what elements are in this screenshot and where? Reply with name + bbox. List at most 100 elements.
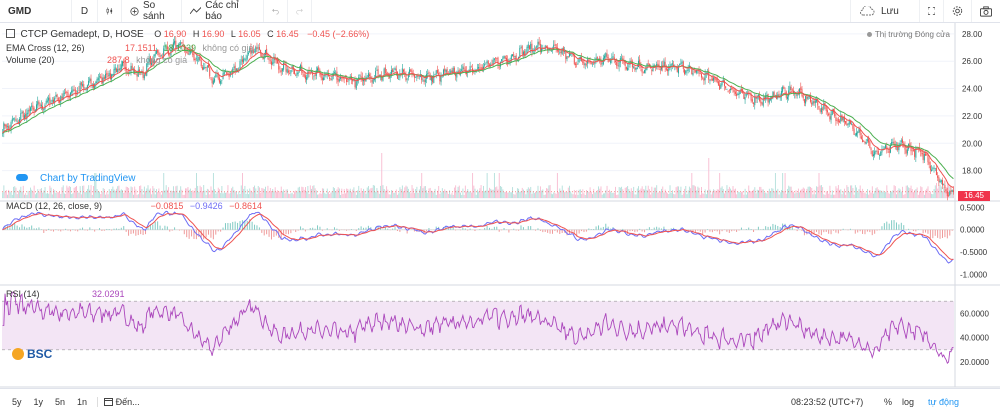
candle-body xyxy=(791,87,792,90)
volume-bar xyxy=(201,187,202,198)
candle-body xyxy=(952,190,953,192)
volume-bar xyxy=(691,173,692,198)
volume-bar xyxy=(816,186,817,198)
log-toggle[interactable]: log xyxy=(896,397,920,407)
symbol-search[interactable]: GMD xyxy=(0,0,72,22)
volume-bar xyxy=(336,189,337,198)
volume-bar xyxy=(206,195,207,198)
macd-histogram-bar xyxy=(906,230,907,231)
macd-histogram-bar xyxy=(184,230,185,234)
candle-body xyxy=(386,73,387,74)
volume-bar xyxy=(2,192,3,198)
macd-histogram-bar xyxy=(302,228,303,230)
volume-bar xyxy=(350,189,351,198)
candle-body xyxy=(831,114,832,120)
macd-histogram-bar xyxy=(14,223,15,229)
chart-area[interactable]: 28.0026.0024.0022.0020.0018.0016.000.500… xyxy=(0,23,1000,388)
candle-body xyxy=(818,106,819,109)
macd-histogram-bar xyxy=(99,228,100,230)
macd-histogram-bar xyxy=(927,230,928,234)
candle-body xyxy=(668,68,669,71)
volume-bar xyxy=(141,189,142,198)
volume-bar xyxy=(223,193,224,198)
volume-bar xyxy=(773,189,774,198)
macd-histogram-bar xyxy=(530,226,531,230)
save-button[interactable]: Lưu xyxy=(850,0,920,22)
rsi-label: RSI (14) xyxy=(6,289,40,299)
range-5n[interactable]: 5n xyxy=(49,397,71,407)
volume-bar xyxy=(690,188,691,198)
interval-selector[interactable]: D xyxy=(72,0,98,22)
volume-bar xyxy=(385,191,386,198)
volume-bar xyxy=(375,192,376,198)
compare-button[interactable]: So sánh xyxy=(122,0,182,22)
volume-bar xyxy=(680,187,681,198)
redo-button[interactable] xyxy=(288,0,312,22)
volume-bar xyxy=(896,194,897,198)
candle-body xyxy=(114,69,115,75)
candle-body xyxy=(617,65,618,66)
candle-body xyxy=(753,102,754,103)
candle-body xyxy=(317,68,318,70)
range-5y[interactable]: 5y xyxy=(6,397,28,407)
volume-bar xyxy=(479,188,480,198)
volume-bar xyxy=(766,193,767,198)
volume-bar xyxy=(410,193,411,198)
volume-bar xyxy=(576,190,577,198)
chart-type-button[interactable] xyxy=(98,0,122,22)
candle-body xyxy=(619,62,620,67)
candle-body xyxy=(64,93,65,94)
volume-bar xyxy=(758,190,759,198)
candle-body xyxy=(329,77,330,79)
range-1y[interactable]: 1y xyxy=(28,397,50,407)
settings-button[interactable] xyxy=(944,0,972,22)
volume-bar xyxy=(132,187,133,198)
snapshot-button[interactable] xyxy=(972,0,1000,22)
volume-bar xyxy=(781,190,782,198)
candle-body xyxy=(451,70,452,72)
candle-body xyxy=(255,47,256,52)
macd-histogram-bar xyxy=(496,227,497,230)
candle-body xyxy=(695,71,696,72)
candle-body xyxy=(8,126,9,129)
macd-histogram-bar xyxy=(828,230,829,234)
goto-button[interactable]: Đến... xyxy=(97,397,146,407)
volume-bar xyxy=(593,189,594,198)
volume-bar xyxy=(614,193,615,198)
indicators-button[interactable]: Các chỉ báo xyxy=(182,0,264,22)
volume-bar xyxy=(931,194,932,198)
candle-body xyxy=(752,99,753,101)
auto-toggle[interactable]: tự động xyxy=(922,397,965,407)
macd-histogram-bar xyxy=(133,230,134,234)
fullscreen-button[interactable] xyxy=(920,0,944,22)
volume-bar xyxy=(217,192,218,198)
volume-bar xyxy=(444,189,445,198)
clock-time[interactable]: 08:23:52 (UTC+7) xyxy=(785,397,869,407)
macd-histogram-bar xyxy=(639,229,640,230)
volume-bar xyxy=(32,192,33,198)
percent-toggle[interactable]: % xyxy=(878,397,898,407)
candle-body xyxy=(863,141,864,142)
macd-histogram-bar xyxy=(450,228,451,230)
macd-histogram-bar xyxy=(600,228,601,230)
range-1n[interactable]: 1n xyxy=(71,397,93,407)
volume-bar xyxy=(129,193,130,198)
volume-bar xyxy=(287,189,288,198)
collapse-icon[interactable] xyxy=(6,29,15,38)
macd-histogram-bar xyxy=(656,227,657,230)
undo-button[interactable] xyxy=(264,0,288,22)
volume-bar xyxy=(562,186,563,198)
volume-bar xyxy=(432,191,433,198)
candle-body xyxy=(709,80,710,81)
volume-bar xyxy=(24,195,25,198)
macd-histogram-bar xyxy=(542,230,543,232)
volume-bar xyxy=(493,190,494,198)
volume-bar xyxy=(492,190,493,198)
tradingview-watermark[interactable]: Chart by TradingView xyxy=(16,173,135,184)
volume-bar xyxy=(844,189,845,198)
candle-body xyxy=(30,107,31,110)
macd-histogram-bar xyxy=(734,230,735,231)
candle-body xyxy=(479,68,480,69)
volume-bar xyxy=(854,195,855,198)
candle-body xyxy=(419,76,420,77)
